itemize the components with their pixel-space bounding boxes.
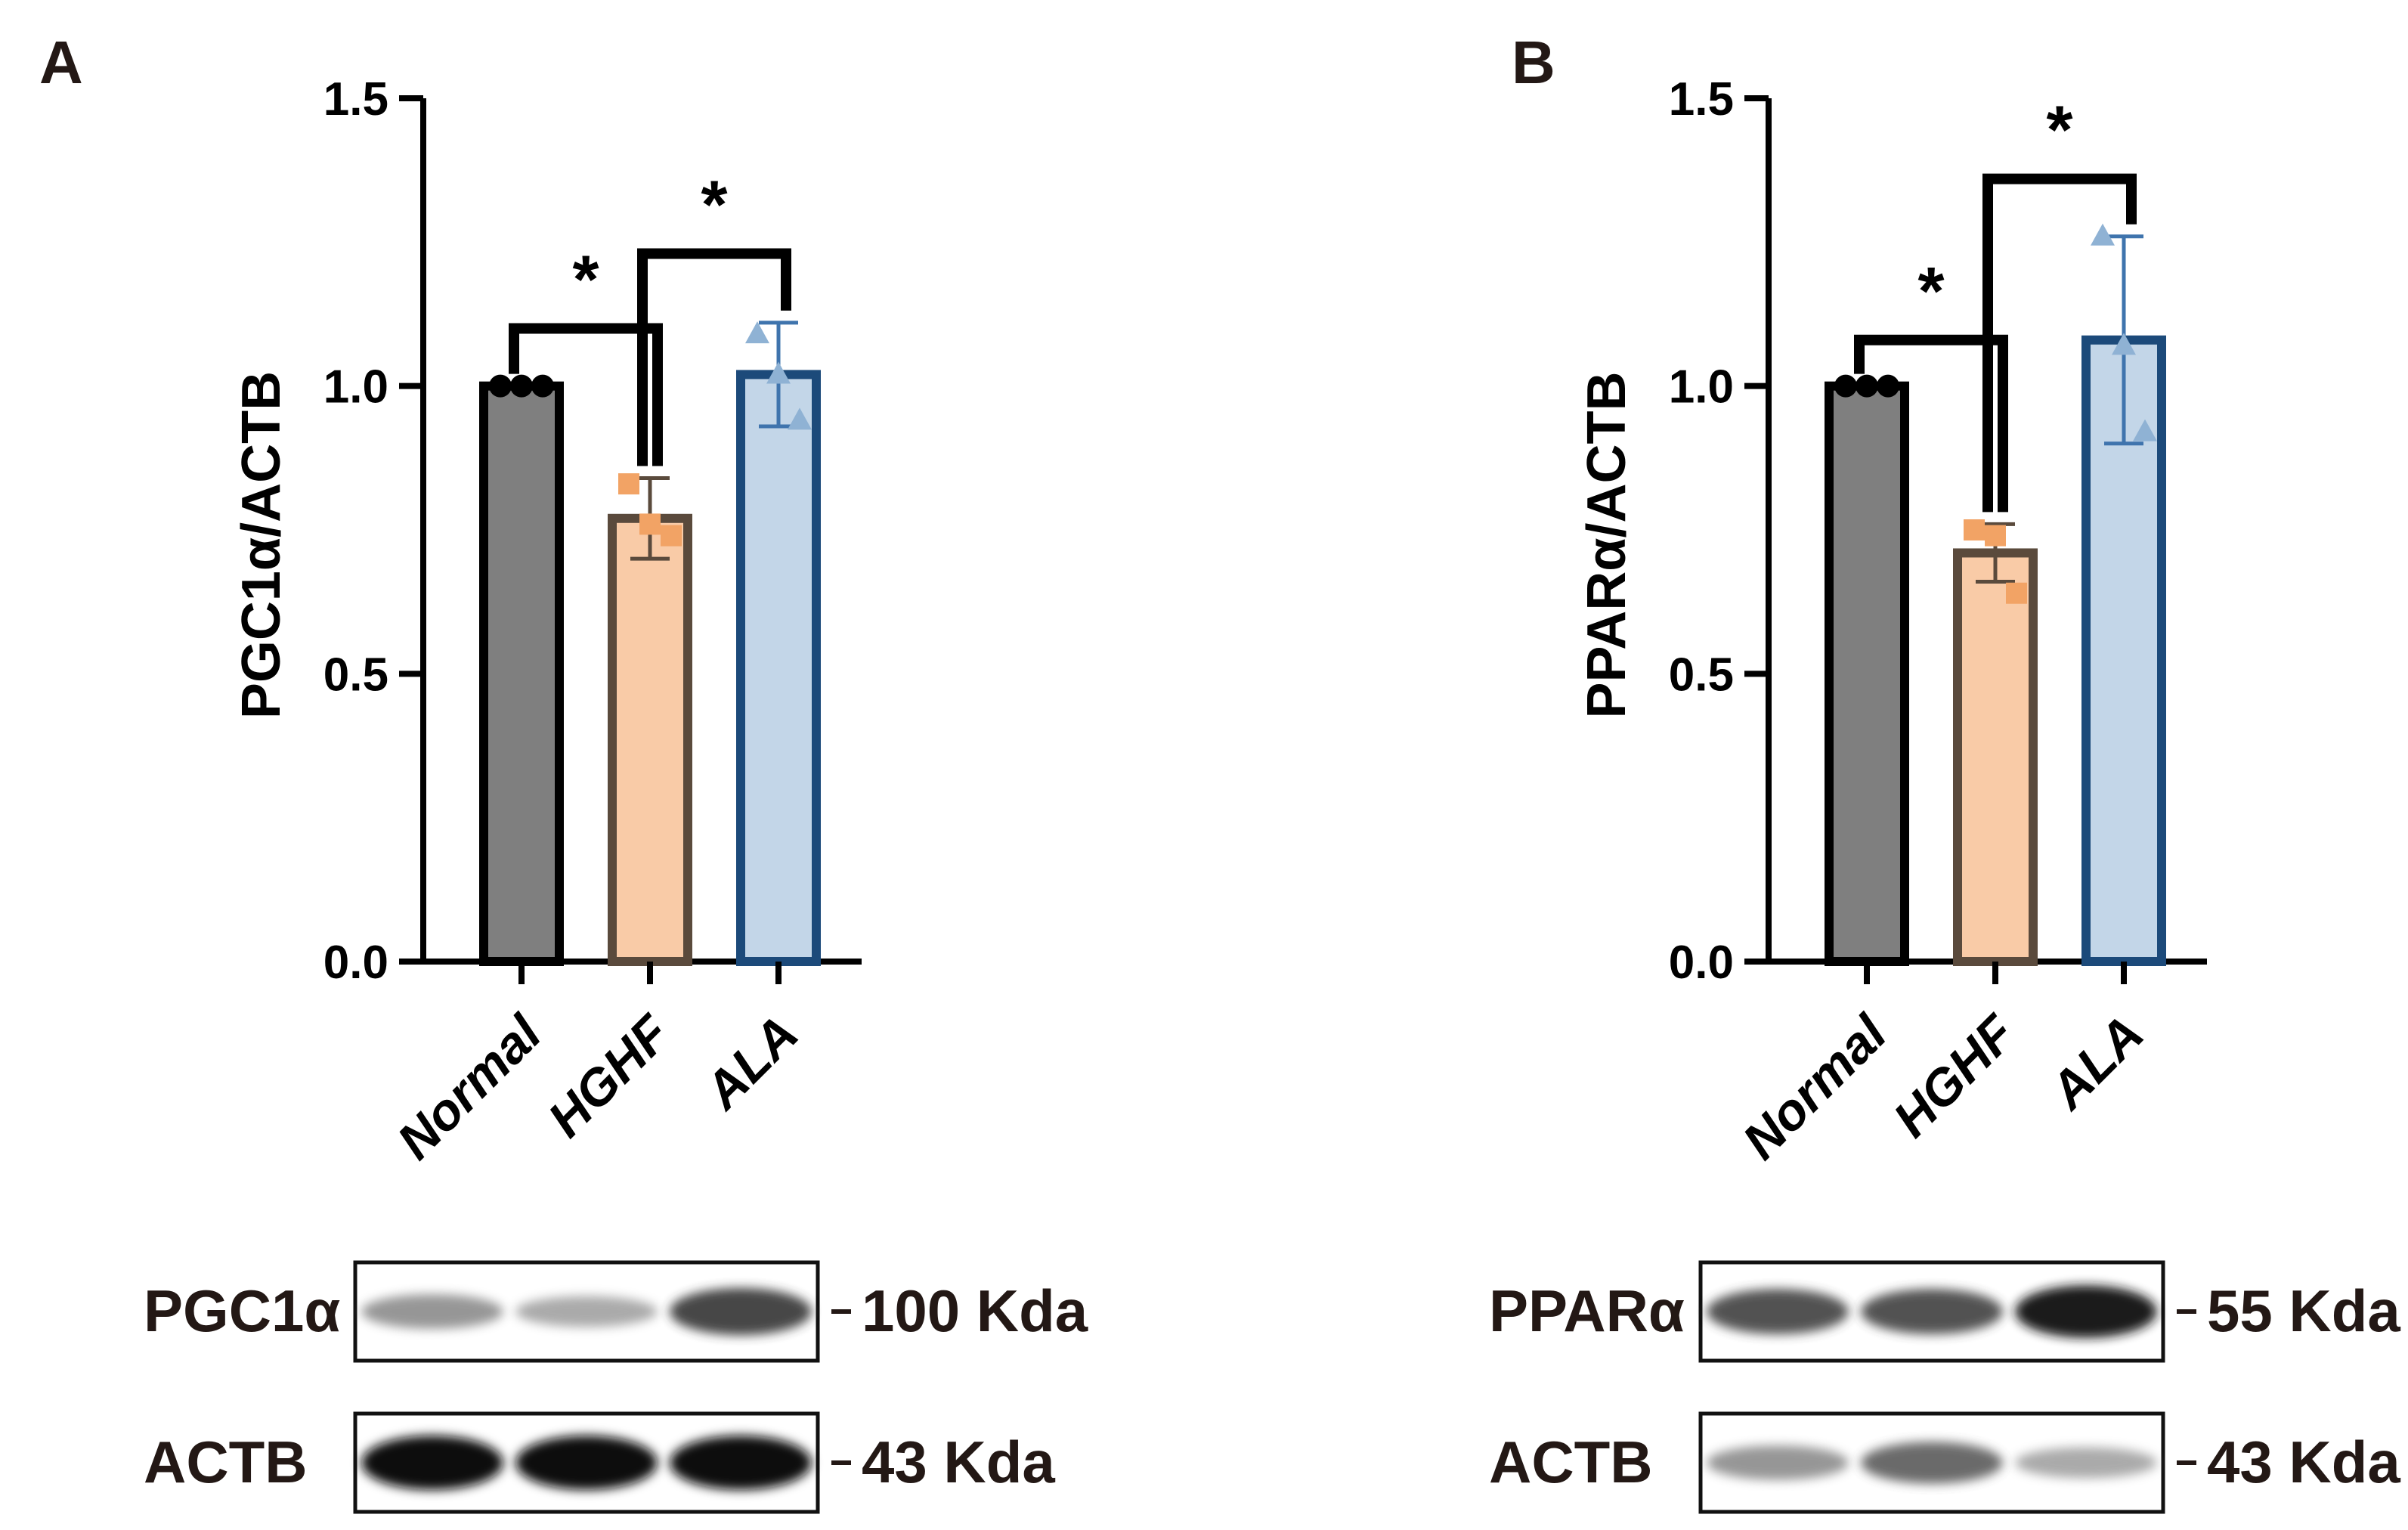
blot-band <box>515 1436 658 1490</box>
bar <box>1953 548 2038 966</box>
y-axis-label: PPARα/ACTB <box>1577 372 1637 719</box>
blot-band <box>670 1287 812 1336</box>
bar <box>479 381 564 966</box>
data-point <box>2091 223 2115 246</box>
y-tick-label: 1.0 <box>323 361 388 413</box>
y-tick-label: 1.0 <box>1669 361 1734 413</box>
y-tick-label: 1.5 <box>1669 73 1734 125</box>
significance-label: * <box>572 243 599 318</box>
data-point <box>531 374 554 398</box>
data-point <box>661 525 682 547</box>
data-point <box>510 374 533 398</box>
data-point <box>2133 419 2157 441</box>
blot-row-label: ACTB <box>144 1429 308 1495</box>
data-point <box>1877 374 1899 398</box>
blot-size-label: 43 Kda <box>862 1429 1055 1495</box>
y-tick-label: 1.5 <box>323 73 388 125</box>
y-tick-label: 0.5 <box>323 649 388 701</box>
significance-label: * <box>701 168 727 243</box>
y-tick-label: 0.0 <box>323 937 388 989</box>
blot-row-label: PPARα <box>1489 1278 1685 1344</box>
y-axis-label: PGC1α/ACTB <box>231 371 292 719</box>
data-point <box>1964 519 1985 540</box>
data-point <box>2112 333 2136 355</box>
blot-band <box>1707 1445 1849 1480</box>
y-tick-label: 0.0 <box>1669 937 1734 989</box>
blot-band <box>1861 1442 2003 1484</box>
x-tick-label: Normal <box>1732 1003 1899 1170</box>
bar <box>1825 381 1909 966</box>
data-point <box>618 473 639 495</box>
significance-bracket <box>1854 334 2008 513</box>
x-tick-label: ALA <box>693 1005 809 1121</box>
data-point <box>639 513 661 535</box>
blot-band <box>670 1436 812 1490</box>
x-tick-label: HGHF <box>537 1004 682 1148</box>
x-tick-label: Normal <box>386 1003 553 1170</box>
data-point <box>489 374 512 398</box>
data-point <box>2006 582 2027 604</box>
significance-bracket <box>637 248 791 466</box>
blot-band <box>361 1436 503 1490</box>
blot-band <box>2015 1285 2157 1338</box>
bar <box>736 370 821 966</box>
significance-label: * <box>2046 93 2072 169</box>
x-tick-label: HGHF <box>1883 1004 2027 1148</box>
data-point <box>1856 374 1878 398</box>
blot-size-label: 43 Kda <box>2207 1429 2400 1495</box>
blot-row-label: PGC1α <box>144 1278 340 1344</box>
blot-band <box>2015 1447 2157 1479</box>
bar <box>608 513 692 966</box>
panel-label: B <box>1512 29 1555 96</box>
blot-size-label: 100 Kda <box>862 1278 1088 1344</box>
y-tick-label: 0.5 <box>1669 649 1734 701</box>
significance-label: * <box>1917 254 1944 330</box>
data-point <box>788 407 812 430</box>
significance-bracket <box>509 323 663 466</box>
significance-bracket <box>1982 173 2137 513</box>
x-tick-label: ALA <box>2038 1005 2155 1121</box>
blot-band <box>1707 1289 1849 1334</box>
data-point <box>1834 374 1857 398</box>
data-point <box>1985 525 2006 547</box>
blot-size-label: 55 Kda <box>2207 1278 2400 1344</box>
blot-band <box>515 1296 658 1327</box>
blot-band <box>1861 1289 2003 1334</box>
data-point <box>766 361 791 384</box>
blot-row-label: ACTB <box>1489 1429 1653 1495</box>
blot-band <box>361 1294 503 1329</box>
panel-label: A <box>39 29 83 96</box>
data-point <box>745 321 769 344</box>
